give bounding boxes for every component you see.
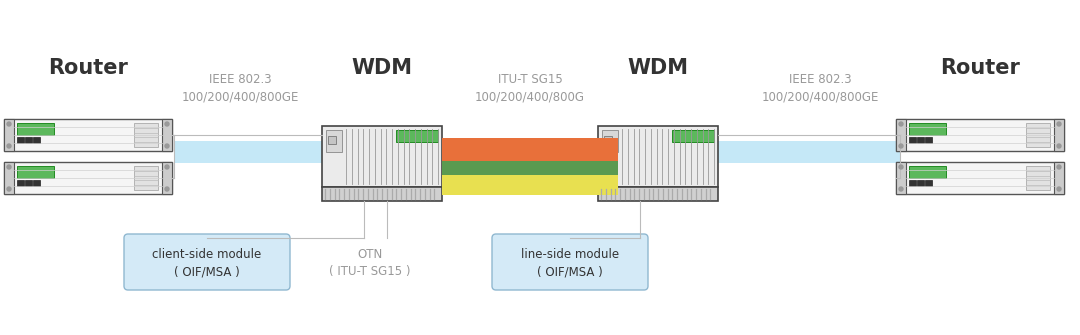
FancyBboxPatch shape	[909, 180, 916, 186]
Text: Router: Router	[940, 58, 1020, 78]
Text: ( ITU-T SG15 ): ( ITU-T SG15 )	[329, 266, 410, 278]
Text: ITU-T SG15
100/200/400/800G: ITU-T SG15 100/200/400/800G	[475, 72, 585, 104]
FancyBboxPatch shape	[672, 130, 714, 141]
FancyBboxPatch shape	[124, 234, 291, 290]
FancyBboxPatch shape	[896, 119, 906, 151]
Text: client-side module: client-side module	[152, 249, 261, 262]
Circle shape	[165, 144, 168, 148]
FancyBboxPatch shape	[33, 180, 40, 186]
Circle shape	[6, 144, 11, 148]
FancyBboxPatch shape	[322, 126, 442, 187]
Text: OTN: OTN	[357, 249, 382, 262]
FancyBboxPatch shape	[1054, 119, 1064, 151]
Circle shape	[899, 144, 903, 148]
FancyBboxPatch shape	[598, 187, 718, 201]
FancyBboxPatch shape	[396, 130, 438, 141]
FancyBboxPatch shape	[17, 180, 24, 186]
Bar	[174, 141, 322, 163]
FancyBboxPatch shape	[492, 234, 648, 290]
Circle shape	[1057, 144, 1061, 148]
FancyBboxPatch shape	[162, 119, 172, 151]
Text: WDM: WDM	[351, 58, 413, 78]
FancyBboxPatch shape	[896, 119, 1064, 151]
Circle shape	[165, 187, 168, 191]
Text: ( OIF/MSA ): ( OIF/MSA )	[174, 266, 240, 278]
Circle shape	[6, 122, 11, 126]
FancyBboxPatch shape	[17, 123, 54, 135]
FancyBboxPatch shape	[4, 119, 172, 151]
FancyBboxPatch shape	[896, 162, 906, 194]
Circle shape	[6, 165, 11, 169]
Circle shape	[1057, 165, 1061, 169]
FancyBboxPatch shape	[4, 162, 172, 194]
Circle shape	[899, 165, 903, 169]
FancyBboxPatch shape	[25, 137, 32, 143]
FancyBboxPatch shape	[1026, 166, 1050, 190]
FancyBboxPatch shape	[909, 123, 946, 135]
Text: ( OIF/MSA ): ( OIF/MSA )	[537, 266, 603, 278]
FancyBboxPatch shape	[924, 137, 932, 143]
Bar	[442, 175, 618, 195]
Text: line-side module: line-side module	[521, 249, 619, 262]
FancyBboxPatch shape	[604, 135, 612, 143]
FancyBboxPatch shape	[896, 162, 1064, 194]
FancyBboxPatch shape	[4, 119, 14, 151]
FancyBboxPatch shape	[326, 130, 342, 151]
FancyBboxPatch shape	[598, 126, 718, 187]
Text: IEEE 802.3
100/200/400/800GE: IEEE 802.3 100/200/400/800GE	[181, 72, 299, 104]
FancyBboxPatch shape	[1054, 162, 1064, 194]
Circle shape	[165, 165, 168, 169]
Circle shape	[1057, 122, 1061, 126]
Bar	[718, 141, 900, 163]
FancyBboxPatch shape	[1026, 123, 1050, 147]
FancyBboxPatch shape	[924, 180, 932, 186]
FancyBboxPatch shape	[917, 137, 924, 143]
Circle shape	[899, 122, 903, 126]
FancyBboxPatch shape	[134, 166, 158, 190]
FancyBboxPatch shape	[917, 180, 924, 186]
Circle shape	[1057, 187, 1061, 191]
Text: WDM: WDM	[627, 58, 689, 78]
Circle shape	[165, 122, 168, 126]
Circle shape	[6, 187, 11, 191]
FancyBboxPatch shape	[33, 137, 40, 143]
Text: Router: Router	[49, 58, 127, 78]
FancyBboxPatch shape	[162, 162, 172, 194]
FancyBboxPatch shape	[17, 137, 24, 143]
FancyBboxPatch shape	[25, 180, 32, 186]
FancyBboxPatch shape	[909, 166, 946, 178]
FancyBboxPatch shape	[328, 135, 336, 143]
FancyBboxPatch shape	[909, 137, 916, 143]
FancyBboxPatch shape	[134, 123, 158, 147]
FancyBboxPatch shape	[602, 130, 618, 151]
Bar	[442, 138, 618, 161]
FancyBboxPatch shape	[322, 187, 442, 201]
Bar	[442, 161, 618, 175]
FancyBboxPatch shape	[4, 162, 14, 194]
Text: IEEE 802.3
100/200/400/800GE: IEEE 802.3 100/200/400/800GE	[761, 72, 879, 104]
FancyBboxPatch shape	[17, 166, 54, 178]
Circle shape	[899, 187, 903, 191]
